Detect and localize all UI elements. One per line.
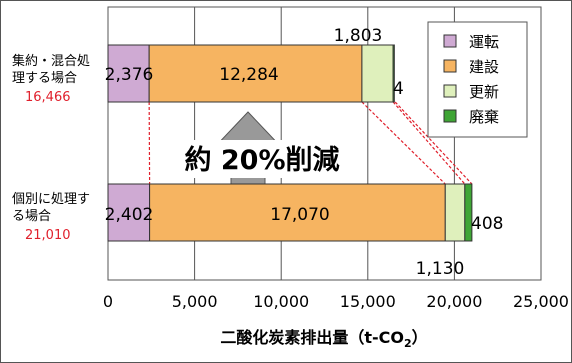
legend-label-3: 廃棄 — [469, 108, 499, 126]
legend-swatch-0 — [443, 34, 457, 48]
bar-c1-s3 — [464, 183, 473, 242]
bar-c0-s3 — [392, 44, 395, 103]
label-c0-s1: 12,284 — [219, 65, 278, 85]
legend-label-0: 運転 — [469, 33, 499, 51]
category-label-1-0: 個別に処理す — [12, 192, 90, 207]
label-c1-s0: 2,402 — [105, 205, 154, 225]
x-tick-4: 20,000 — [426, 292, 482, 311]
x-axis-label-subscript: 2 — [404, 337, 412, 350]
bars — [107, 44, 473, 242]
x-axis-label-tail: ） — [412, 328, 428, 347]
x-tick-0: 0 — [103, 292, 113, 311]
bar-c1-s1 — [149, 183, 446, 242]
label-c0-s3: 4 — [393, 79, 404, 99]
category-total-1: 21,010 — [25, 228, 71, 243]
legend-label-2: 更新 — [469, 83, 499, 101]
legend-swatch-1 — [443, 59, 457, 73]
reduction-annotation: 約 20%削減 — [184, 144, 339, 176]
x-tick-5: 25,000 — [513, 292, 569, 311]
category-label-0-1: 理する場合 — [12, 71, 77, 86]
data-labels: 2,376 12,284 1,803 4 2,402 17,070 1,130 408 — [105, 26, 504, 279]
category-label-0-0: 集約・混合処 — [12, 53, 90, 69]
connector-3 — [394, 101, 473, 185]
x-axis-label: 二酸化炭素排出量（t-CO2） — [220, 328, 427, 350]
label-c0-s2: 1,803 — [334, 26, 383, 46]
legend-label-1: 建設 — [469, 58, 499, 76]
label-c1-s1: 17,070 — [270, 205, 329, 225]
legend-swatch-3 — [443, 109, 457, 123]
x-axis: 0 5,000 10,000 15,000 20,000 25,000 二酸化炭素排出量（t… — [103, 292, 569, 350]
bar-c0-s2 — [361, 44, 394, 103]
bar-c1-s2 — [444, 183, 466, 242]
x-tick-1: 5,000 — [172, 292, 218, 311]
bar-c0-s1 — [148, 44, 363, 103]
label-c1-s2: 1,130 — [416, 259, 465, 279]
label-c0-s0: 2,376 — [105, 65, 154, 85]
category-total-0: 16,466 — [25, 90, 71, 105]
connector-2 — [392, 101, 466, 185]
x-tick-3: 15,000 — [340, 292, 396, 311]
plot-frame — [107, 6, 542, 281]
category-label-1-1: る場合 — [12, 209, 51, 224]
connector-lines — [148, 101, 473, 185]
annotation-bg — [178, 140, 350, 178]
label-c1-s3: 408 — [471, 214, 503, 234]
connector-1 — [361, 101, 446, 185]
legend-swatch-2 — [443, 84, 457, 98]
x-tick-2: 10,000 — [253, 292, 309, 311]
reduction-arrow: 約 20%削減 — [178, 111, 350, 185]
